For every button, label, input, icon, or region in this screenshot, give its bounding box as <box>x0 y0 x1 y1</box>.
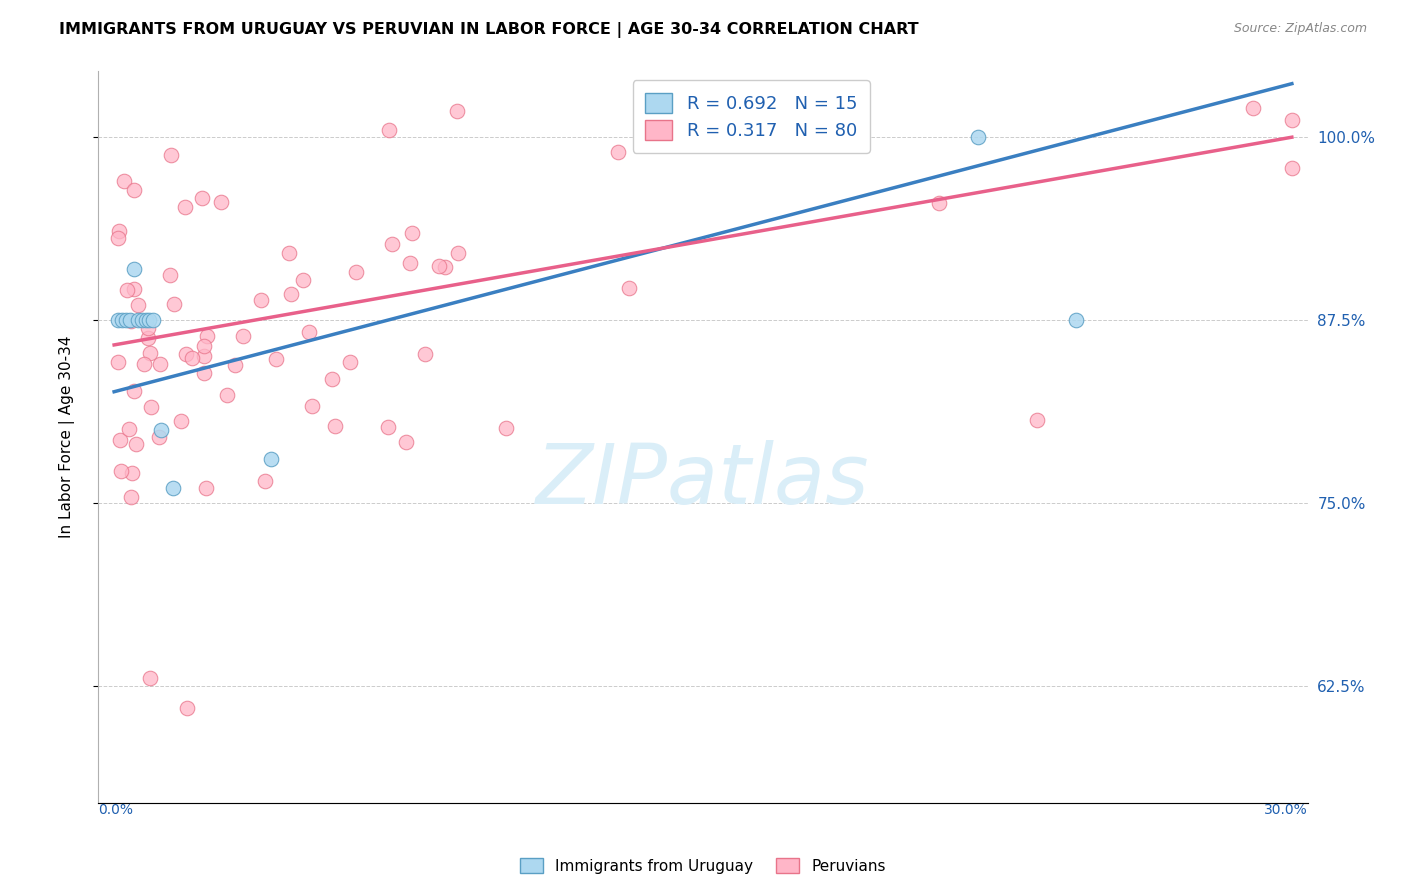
Point <box>232 328 254 343</box>
Point <box>191 191 214 205</box>
Point <box>413 347 436 361</box>
Point <box>115 313 138 327</box>
Point <box>136 331 159 345</box>
Point <box>163 297 186 311</box>
Point <box>1241 101 1264 115</box>
Point <box>110 464 132 478</box>
Point <box>180 351 202 366</box>
Legend: Immigrants from Uruguay, Peruvians: Immigrants from Uruguay, Peruvians <box>515 852 891 880</box>
Point <box>278 246 301 260</box>
Point <box>966 130 988 145</box>
Text: IMMIGRANTS FROM URUGUAY VS PERUVIAN IN LABOR FORCE | AGE 30-34 CORRELATION CHART: IMMIGRANTS FROM URUGUAY VS PERUVIAN IN L… <box>59 22 918 38</box>
Point <box>686 101 709 115</box>
Point <box>266 352 288 367</box>
Point <box>107 355 129 369</box>
Point <box>298 325 321 339</box>
Point <box>159 268 181 283</box>
Point <box>339 355 361 369</box>
Point <box>122 282 145 296</box>
Point <box>260 452 283 467</box>
Point <box>138 346 160 360</box>
Point <box>249 293 271 307</box>
Point <box>112 174 135 188</box>
Point <box>377 419 399 434</box>
Point <box>125 436 148 450</box>
Y-axis label: In Labor Force | Age 30-34: In Labor Force | Age 30-34 <box>59 335 75 539</box>
Point <box>427 259 450 273</box>
Point <box>301 399 323 413</box>
Point <box>446 103 468 118</box>
Point <box>447 246 470 260</box>
Point <box>1064 313 1087 327</box>
Point <box>120 490 142 504</box>
Point <box>398 256 420 270</box>
Point <box>344 265 367 279</box>
Point <box>138 313 160 327</box>
Point <box>195 329 218 343</box>
Point <box>174 200 197 214</box>
Point <box>495 421 517 435</box>
Text: 0.0%: 0.0% <box>98 803 134 817</box>
Point <box>120 314 142 328</box>
Point <box>132 357 155 371</box>
Point <box>121 466 143 480</box>
Point <box>118 313 141 327</box>
Point <box>217 387 239 401</box>
Point <box>606 145 628 160</box>
Point <box>127 313 149 327</box>
Point <box>139 400 162 414</box>
Point <box>108 433 131 447</box>
Point <box>176 700 198 714</box>
Point <box>148 430 170 444</box>
Point <box>127 298 149 312</box>
Point <box>122 261 145 276</box>
Point <box>224 358 246 372</box>
Point <box>193 366 215 380</box>
Text: ZIPatlas: ZIPatlas <box>536 441 870 522</box>
Point <box>401 226 423 240</box>
Point <box>193 339 215 353</box>
Point <box>149 357 172 371</box>
Point <box>118 421 141 435</box>
Point <box>280 287 302 301</box>
Point <box>658 127 681 141</box>
Point <box>162 481 184 495</box>
Point <box>122 183 145 197</box>
Point <box>1281 161 1303 176</box>
Point <box>174 347 197 361</box>
Point <box>381 237 404 252</box>
Point <box>395 435 418 450</box>
Legend: R = 0.692   N = 15, R = 0.317   N = 80: R = 0.692 N = 15, R = 0.317 N = 80 <box>633 80 870 153</box>
Point <box>136 321 159 335</box>
Point <box>378 123 401 137</box>
Point <box>321 372 343 386</box>
Point <box>139 672 162 686</box>
Point <box>150 423 173 437</box>
Point <box>292 273 315 287</box>
Point <box>323 419 346 434</box>
Point <box>209 194 232 209</box>
Point <box>194 481 217 495</box>
Point <box>433 260 456 274</box>
Point <box>617 281 640 295</box>
Point <box>107 224 129 238</box>
Point <box>107 313 129 327</box>
Text: 30.0%: 30.0% <box>1264 803 1308 817</box>
Point <box>131 313 153 327</box>
Point <box>170 414 193 428</box>
Point <box>111 313 134 327</box>
Point <box>1281 113 1303 128</box>
Point <box>928 195 950 210</box>
Point <box>142 313 165 327</box>
Text: Source: ZipAtlas.com: Source: ZipAtlas.com <box>1233 22 1367 36</box>
Point <box>193 349 215 363</box>
Point <box>1025 413 1047 427</box>
Point <box>122 384 145 398</box>
Point <box>107 230 129 244</box>
Point <box>254 475 277 489</box>
Point <box>135 313 157 327</box>
Point <box>115 283 138 297</box>
Point <box>160 148 183 162</box>
